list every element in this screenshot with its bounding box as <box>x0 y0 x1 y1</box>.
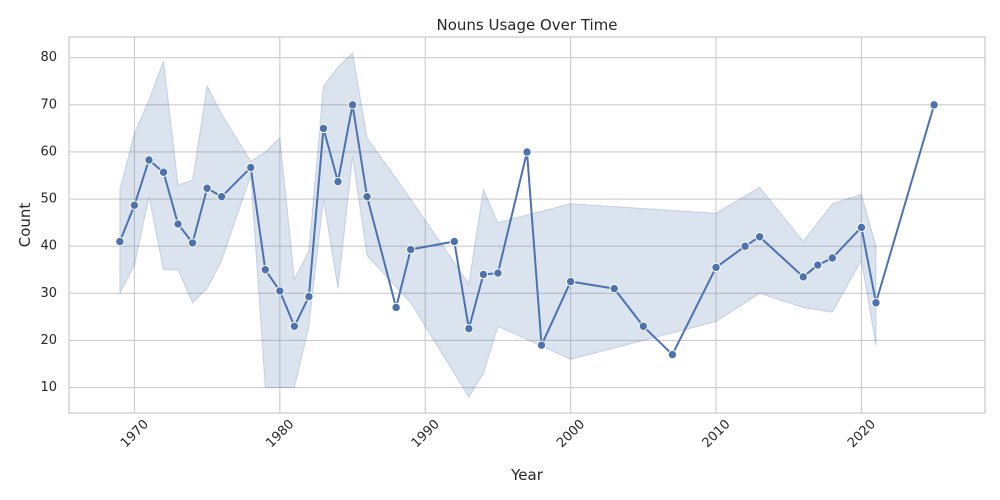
data-point <box>129 200 140 210</box>
data-point <box>711 262 721 273</box>
data-point <box>813 260 823 270</box>
data-point <box>871 298 881 308</box>
data-point <box>478 269 489 280</box>
data-point <box>216 192 227 202</box>
data-point <box>740 241 750 251</box>
data-point <box>856 222 867 233</box>
y-tick-label: 70 <box>40 97 57 112</box>
data-point <box>362 192 372 202</box>
data-point <box>304 291 314 302</box>
data-point <box>275 286 285 296</box>
data-point <box>522 147 532 157</box>
data-point <box>536 340 547 350</box>
data-point <box>464 323 474 334</box>
chart-title: Nouns Usage Over Time <box>436 16 617 34</box>
data-point <box>609 283 619 294</box>
y-tick-label: 50 <box>40 192 57 207</box>
data-point <box>391 302 401 313</box>
data-point <box>798 272 808 282</box>
data-point <box>827 253 838 263</box>
data-point <box>289 321 300 332</box>
data-point <box>493 268 503 278</box>
data-point <box>565 276 576 287</box>
data-point <box>158 167 169 177</box>
data-point <box>449 236 460 247</box>
x-axis-label: Year <box>510 466 544 484</box>
data-point <box>638 321 649 332</box>
grid-lines <box>69 37 985 413</box>
data-point <box>187 238 198 248</box>
confidence-band-group <box>119 51 877 398</box>
data-point <box>405 244 416 255</box>
y-tick-label: 60 <box>40 144 57 159</box>
data-point <box>347 100 358 110</box>
data-point <box>115 236 125 247</box>
y-tick-label: 80 <box>40 50 57 65</box>
y-tick-label: 10 <box>40 380 57 395</box>
y-tick-labels: 10 20 30 40 50 60 70 80 <box>40 50 57 395</box>
y-tick-label: 40 <box>40 239 57 254</box>
data-point <box>260 265 270 275</box>
confidence-band <box>119 51 877 398</box>
data-point <box>173 219 183 229</box>
data-point <box>333 176 343 187</box>
y-tick-label: 30 <box>40 286 57 301</box>
data-point <box>144 155 154 165</box>
y-tick-label: 20 <box>40 333 57 348</box>
data-point <box>202 183 212 193</box>
plot-frame <box>68 36 986 414</box>
data-point <box>667 349 678 360</box>
data-point <box>754 232 765 242</box>
y-axis-label: Count <box>16 203 34 248</box>
data-point <box>929 100 939 110</box>
data-point <box>318 123 329 134</box>
data-point <box>246 162 256 173</box>
data-points <box>115 100 939 360</box>
